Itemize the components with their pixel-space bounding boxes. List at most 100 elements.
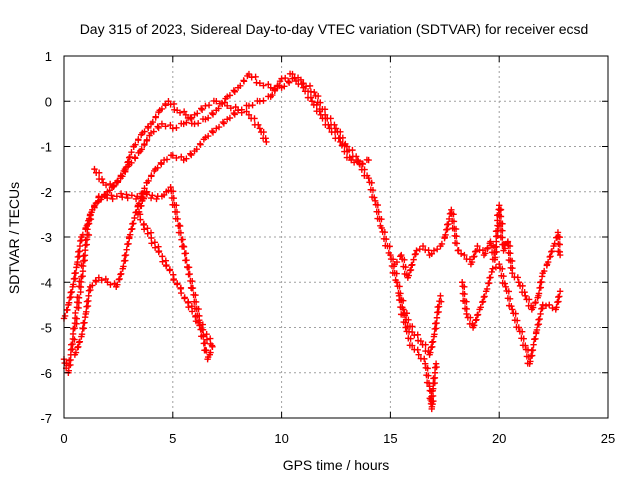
- data-point: [215, 105, 222, 112]
- data-point: [438, 240, 446, 248]
- data-point: [501, 245, 509, 252]
- data-point: [174, 215, 181, 223]
- data-point: [389, 256, 397, 263]
- data-point: [556, 288, 564, 295]
- data-point: [298, 80, 305, 88]
- data-point: [515, 279, 522, 286]
- data-point: [128, 226, 135, 233]
- data-point: [188, 115, 195, 123]
- data-point: [221, 99, 228, 106]
- data-point: [98, 276, 105, 284]
- data-point: [433, 246, 441, 253]
- data-point: [70, 325, 77, 333]
- data-point: [113, 193, 121, 200]
- data-point: [281, 83, 288, 90]
- data-point: [359, 160, 367, 168]
- data-point: [141, 128, 148, 135]
- data-point: [82, 236, 89, 244]
- data-point: [95, 193, 103, 200]
- data-point: [85, 231, 93, 239]
- data-point: [365, 174, 372, 182]
- data-point: [474, 311, 481, 319]
- x-tick-labels: 0 5 10 15 20 25: [60, 431, 615, 446]
- data-point: [500, 241, 508, 249]
- data-point: [274, 83, 281, 90]
- data-point: [98, 175, 106, 183]
- data-point: [398, 297, 405, 304]
- data-point: [83, 298, 91, 305]
- data-point: [556, 251, 564, 259]
- data-point: [176, 222, 184, 230]
- data-point: [75, 339, 83, 346]
- data-point: [230, 87, 238, 94]
- data-point: [208, 109, 216, 117]
- data-point: [129, 220, 136, 228]
- data-point: [140, 221, 147, 229]
- data-point: [535, 290, 543, 297]
- y-tick-label: -1: [40, 140, 52, 155]
- data-point: [408, 262, 415, 269]
- data-point: [492, 228, 500, 235]
- data-point: [331, 128, 339, 136]
- data-point: [102, 191, 110, 198]
- data-point: [405, 328, 413, 335]
- data-point: [470, 253, 477, 261]
- data-point: [91, 165, 98, 173]
- data-point: [332, 125, 340, 132]
- data-point: [484, 245, 491, 252]
- data-point: [417, 337, 425, 345]
- data-point: [349, 146, 356, 154]
- data-point: [509, 270, 516, 277]
- data-point: [140, 195, 147, 202]
- data-point: [434, 303, 441, 311]
- data-point: [197, 141, 204, 148]
- data-point: [314, 92, 322, 100]
- data-point: [337, 138, 344, 146]
- data-point: [95, 169, 103, 176]
- data-point: [137, 202, 144, 210]
- data-point: [492, 264, 500, 271]
- data-point: [188, 285, 195, 292]
- data-point: [422, 341, 429, 348]
- data-point: [135, 208, 143, 216]
- data-point: [496, 260, 503, 268]
- data-point: [128, 192, 136, 199]
- data-point: [178, 236, 185, 243]
- data-point: [536, 284, 543, 292]
- data-point: [216, 100, 224, 107]
- data-points: [60, 70, 564, 413]
- data-point: [487, 238, 494, 245]
- data-point: [398, 251, 405, 259]
- data-point: [92, 200, 100, 207]
- data-point: [527, 352, 535, 360]
- data-point: [260, 97, 267, 104]
- data-point: [393, 270, 400, 277]
- data-point: [144, 225, 151, 232]
- data-point: [485, 280, 492, 287]
- data-point: [520, 335, 527, 342]
- data-point: [406, 267, 414, 274]
- x-tick-label: 25: [601, 431, 615, 446]
- data-point: [542, 302, 550, 309]
- data-point: [307, 94, 315, 101]
- data-point: [444, 221, 451, 228]
- data-point: [402, 263, 409, 271]
- y-tick-label: -7: [40, 411, 52, 426]
- data-point: [148, 173, 155, 180]
- data-point: [499, 227, 506, 234]
- data-point: [231, 88, 238, 95]
- data-point: [213, 98, 220, 105]
- data-point: [159, 253, 166, 260]
- data-point: [115, 276, 123, 283]
- data-point: [230, 109, 238, 117]
- data-point: [453, 240, 461, 247]
- data-point: [88, 209, 95, 216]
- data-point: [132, 141, 139, 148]
- data-point: [531, 299, 539, 307]
- data-point: [152, 114, 159, 121]
- data-point: [107, 281, 114, 288]
- data-point: [350, 159, 358, 166]
- data-point: [170, 194, 177, 202]
- data-point: [304, 88, 312, 95]
- data-point: [150, 128, 157, 135]
